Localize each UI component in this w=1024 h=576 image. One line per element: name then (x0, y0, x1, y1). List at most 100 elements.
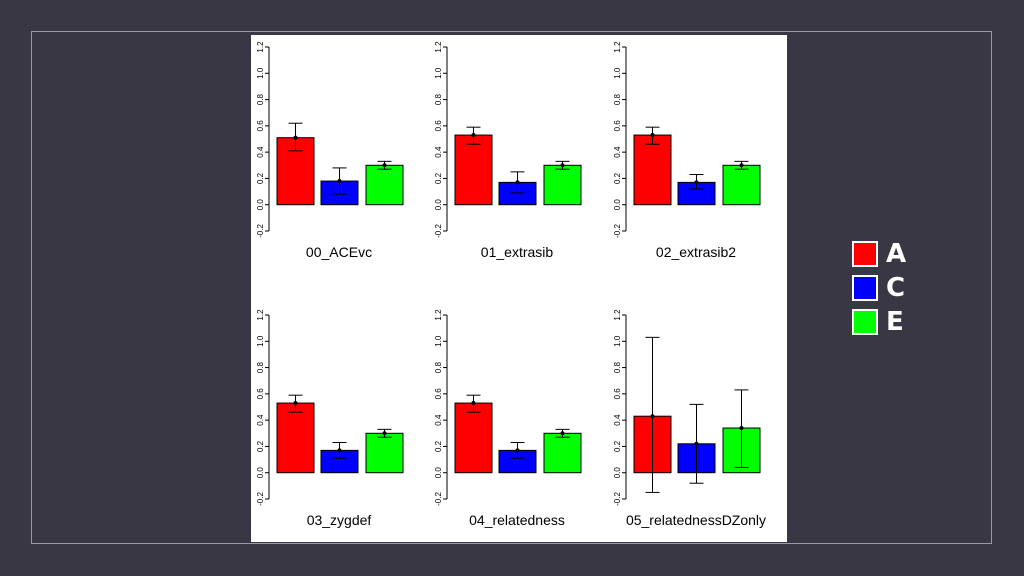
y-tick-label: -0.2 (434, 492, 443, 506)
chart-title: 03_zygdef (307, 512, 372, 528)
chart-1: -0.2 0.0 0.2 0.4 0.6 0.8 1.0 1.2 01_extrasib (434, 41, 582, 260)
bar-e (365, 432, 404, 474)
y-tick-label: 0.4 (434, 146, 443, 158)
point-estimate (694, 441, 699, 446)
chart-title: 01_extrasib (481, 244, 554, 260)
bar-e (543, 164, 582, 206)
chart-2: -0.2 0.0 0.2 0.4 0.6 0.8 1.0 1.2 02_extrasib2 (613, 41, 761, 260)
y-tick-label: 0.2 (434, 172, 443, 184)
y-tick-label: 0.6 (256, 120, 265, 132)
chart-title: 05_relatednessDZonly (626, 512, 766, 528)
point-estimate (293, 135, 298, 140)
y-tick-label: 0.0 (613, 467, 622, 479)
legend-swatch-a (852, 241, 878, 267)
y-tick-label: -0.2 (256, 492, 265, 506)
y-tick-label: 0.8 (434, 93, 443, 105)
y-tick-label: 0.2 (613, 172, 622, 184)
chart-5: -0.2 0.0 0.2 0.4 0.6 0.8 1.0 1.2 05_relatednessD… (613, 309, 766, 528)
chart-title: 02_extrasib2 (656, 244, 736, 260)
chart-panel: -0.2 0.0 0.2 0.4 0.6 0.8 1.0 1.2 00_ACEvc -0.2 0.0… (251, 35, 787, 542)
y-tick-label: 0.8 (434, 361, 443, 373)
y-tick-label: -0.2 (613, 492, 622, 506)
point-estimate (337, 448, 342, 453)
legend-label-c: C (886, 273, 906, 303)
point-estimate (382, 431, 387, 436)
point-estimate (560, 431, 565, 436)
bar-a (633, 134, 672, 206)
y-tick-label: 0.4 (256, 414, 265, 426)
y-tick-label: 0.2 (256, 440, 265, 452)
y-tick-label: 0.8 (256, 361, 265, 373)
bar-a (454, 402, 493, 474)
y-tick-label: 0.8 (613, 361, 622, 373)
y-tick-label: 1.0 (256, 67, 265, 79)
point-estimate (515, 180, 520, 185)
y-tick-label: 1.2 (256, 309, 265, 321)
bar-e (722, 164, 761, 206)
y-tick-label: 1.0 (434, 335, 443, 347)
y-tick-label: 1.0 (256, 335, 265, 347)
y-tick-label: 0.4 (613, 414, 622, 426)
point-estimate (739, 426, 744, 431)
y-tick-label: 0.2 (256, 172, 265, 184)
bar-a (454, 134, 493, 206)
y-tick-label: 1.2 (613, 309, 622, 321)
point-estimate (471, 133, 476, 138)
y-tick-label: 0.0 (613, 199, 622, 211)
chart-3: -0.2 0.0 0.2 0.4 0.6 0.8 1.0 1.2 03_zygdef (256, 309, 404, 528)
point-estimate (650, 133, 655, 138)
legend-label-a: A (886, 239, 907, 269)
chart-0: -0.2 0.0 0.2 0.4 0.6 0.8 1.0 1.2 00_ACEvc (256, 41, 404, 260)
y-tick-label: 0.2 (434, 440, 443, 452)
bar-a (276, 402, 315, 474)
y-tick-label: 1.2 (256, 41, 265, 53)
bar-e (543, 432, 582, 474)
y-tick-label: 0.0 (434, 467, 443, 479)
y-tick-label: 0.6 (434, 120, 443, 132)
y-tick-label: 0.6 (613, 388, 622, 400)
y-tick-label: 0.2 (613, 440, 622, 452)
y-tick-label: 0.4 (434, 414, 443, 426)
y-tick-label: 1.2 (613, 41, 622, 53)
point-estimate (382, 163, 387, 168)
y-tick-label: 1.2 (434, 309, 443, 321)
point-estimate (650, 414, 655, 419)
point-estimate (337, 179, 342, 184)
legend: A C E (852, 239, 907, 342)
y-tick-label: -0.2 (256, 224, 265, 238)
bar-e (365, 164, 404, 206)
y-tick-label: 0.4 (256, 146, 265, 158)
point-estimate (560, 163, 565, 168)
y-tick-label: 0.6 (256, 388, 265, 400)
y-tick-label: 1.0 (434, 67, 443, 79)
y-tick-label: 0.6 (613, 120, 622, 132)
legend-item-a: A (852, 239, 907, 269)
y-tick-label: 0.0 (256, 467, 265, 479)
legend-item-c: C (852, 273, 906, 303)
y-tick-label: 1.2 (434, 41, 443, 53)
y-tick-label: 1.0 (613, 335, 622, 347)
chart-title: 00_ACEvc (306, 244, 372, 260)
point-estimate (471, 401, 476, 406)
point-estimate (694, 180, 699, 185)
chart-4: -0.2 0.0 0.2 0.4 0.6 0.8 1.0 1.2 04_relatedness (434, 309, 582, 528)
y-tick-label: 1.0 (613, 67, 622, 79)
chart-grid: -0.2 0.0 0.2 0.4 0.6 0.8 1.0 1.2 00_ACEvc -0.2 0.0… (256, 41, 766, 528)
chart-title: 04_relatedness (469, 512, 565, 528)
legend-swatch-c (852, 275, 878, 301)
point-estimate (293, 401, 298, 406)
y-tick-label: 0.4 (613, 146, 622, 158)
y-tick-label: 0.0 (256, 199, 265, 211)
y-tick-label: 0.6 (434, 388, 443, 400)
legend-item-e: E (852, 307, 906, 337)
y-tick-label: 0.0 (434, 199, 443, 211)
point-estimate (515, 448, 520, 453)
point-estimate (739, 163, 744, 168)
legend-swatch-e (852, 309, 878, 335)
slide-frame (31, 31, 992, 544)
y-tick-label: -0.2 (613, 224, 622, 238)
y-tick-label: 0.8 (256, 93, 265, 105)
y-tick-label: 0.8 (613, 93, 622, 105)
y-tick-label: -0.2 (434, 224, 443, 238)
legend-label-e: E (886, 307, 904, 337)
